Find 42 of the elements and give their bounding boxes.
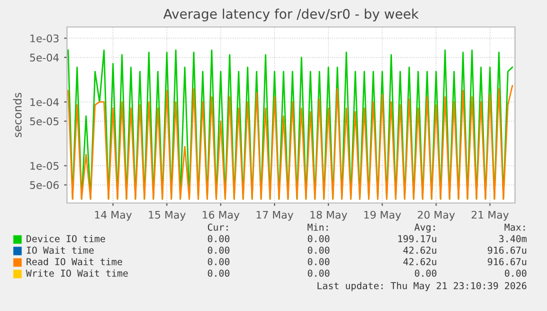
x-tick-label: 17 May (256, 210, 294, 221)
text: 199.17u (398, 235, 436, 242)
y-tick-label: 1e-04 (30, 98, 59, 106)
text: 0.00 (504, 270, 526, 277)
y-tick-label: 5e-06 (30, 181, 59, 190)
text: 42.62u (403, 258, 436, 266)
text: Avg: (414, 224, 435, 233)
text: 916.67u (488, 258, 526, 266)
text: 0.00 (308, 270, 330, 277)
legend-label: Device IO time (26, 234, 106, 242)
text: 0.00 (308, 246, 330, 254)
text: Cur: (208, 224, 228, 231)
line-series (67, 85, 514, 200)
legend-label: Read IO Wait time (26, 258, 122, 266)
y-tick-label: 5e-05 (30, 117, 58, 126)
text: Min: (308, 223, 328, 231)
text: 0.00 (208, 246, 230, 254)
chart-title: Average latency for /dev/sr0 - by week (163, 8, 419, 22)
text: Max: (504, 224, 525, 231)
text: 0.00 (208, 270, 230, 277)
legend-label: Write IO Wait time (26, 269, 128, 277)
x-tick-label: 20 May (418, 210, 455, 221)
y-tick-label: 5e-04 (30, 54, 59, 62)
legend-label: IO Wait time (26, 246, 94, 254)
x-tick-label: 21 May (472, 210, 509, 221)
text: 916.67u (488, 246, 526, 254)
text: 0.00 (208, 235, 230, 242)
text: 0.00 (308, 258, 330, 266)
text: 42.62u (403, 246, 436, 254)
text: Last update: Thu May 21 23:10:39 2026 (318, 282, 526, 292)
x-tick-label: 16 May (202, 210, 240, 221)
text: 0.00 (308, 235, 330, 242)
y-tick-label: 1e-03 (30, 34, 59, 42)
x-tick-label: 18 May (310, 210, 348, 221)
text: 0.00 (208, 258, 230, 266)
x-tick-label: 14 May (95, 210, 132, 221)
y-tick-label: 1e-05 (30, 162, 58, 170)
x-tick-label: 19 May (364, 210, 401, 221)
y-axis-title: seconds (13, 92, 22, 138)
x-tick-label: 15 May (148, 210, 186, 221)
text: 3.40m (499, 235, 527, 242)
text: 0.00 (414, 270, 436, 277)
